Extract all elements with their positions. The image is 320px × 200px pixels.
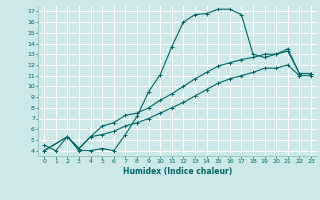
X-axis label: Humidex (Indice chaleur): Humidex (Indice chaleur) [123, 167, 232, 176]
